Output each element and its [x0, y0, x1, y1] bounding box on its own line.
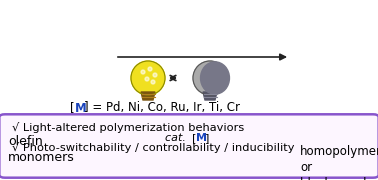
- Text: ] = Pd, Ni, Co, Ru, Ir, Ti, Cr: ] = Pd, Ni, Co, Ru, Ir, Ti, Cr: [84, 102, 240, 114]
- Ellipse shape: [153, 73, 157, 77]
- Text: [: [: [70, 102, 74, 114]
- Text: ]: ]: [205, 133, 209, 143]
- Text: [: [: [192, 133, 197, 143]
- Text: M: M: [75, 102, 87, 114]
- Text: cat.: cat.: [165, 133, 189, 143]
- Text: olefin
monomers: olefin monomers: [8, 135, 75, 164]
- Polygon shape: [203, 92, 217, 100]
- Ellipse shape: [145, 77, 149, 81]
- Ellipse shape: [201, 62, 229, 94]
- Ellipse shape: [131, 61, 165, 95]
- Polygon shape: [141, 92, 155, 100]
- Ellipse shape: [148, 67, 152, 71]
- Text: √ Light-altered polymerization behaviors: √ Light-altered polymerization behaviors: [12, 122, 244, 133]
- Text: M: M: [196, 133, 207, 143]
- Text: √ Photo-switchability / controllability / inducibility: √ Photo-switchability / controllability …: [12, 142, 294, 153]
- FancyBboxPatch shape: [0, 114, 378, 178]
- Ellipse shape: [193, 61, 227, 95]
- Ellipse shape: [141, 70, 145, 74]
- Text: homopolymers
or
block copolymers: homopolymers or block copolymers: [300, 145, 378, 180]
- Ellipse shape: [151, 80, 155, 84]
